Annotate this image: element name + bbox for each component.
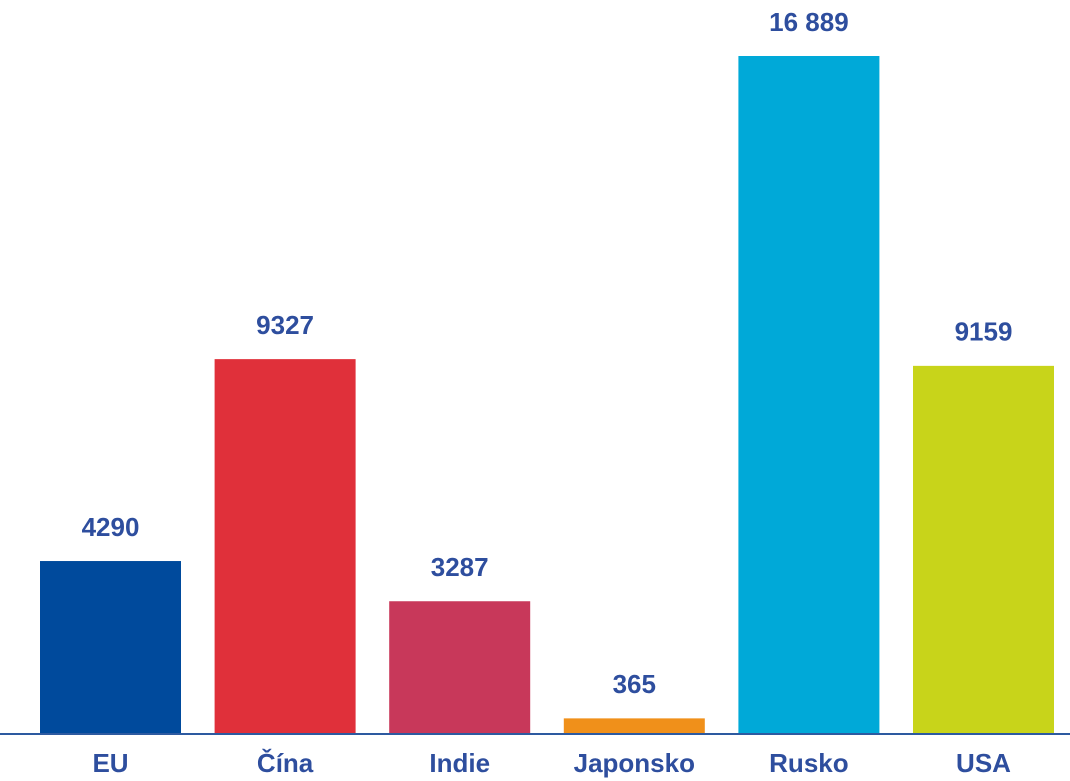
bar bbox=[738, 56, 880, 733]
bar bbox=[913, 365, 1054, 733]
x-tick-label: Japonsko bbox=[574, 748, 695, 778]
x-tick-label: Indie bbox=[429, 748, 490, 778]
x-tick-label: USA bbox=[956, 748, 1011, 778]
x-tick-label: Rusko bbox=[769, 748, 848, 778]
bar bbox=[214, 359, 356, 733]
bar bbox=[389, 601, 531, 733]
value-label: 3287 bbox=[431, 552, 489, 582]
bar bbox=[40, 561, 181, 733]
value-label: 4290 bbox=[82, 512, 140, 542]
value-label: 365 bbox=[613, 669, 656, 699]
value-label: 16 889 bbox=[769, 7, 849, 37]
x-tick-label: Čína bbox=[257, 748, 314, 778]
value-label: 9159 bbox=[955, 317, 1013, 347]
value-label: 9327 bbox=[256, 310, 314, 340]
bar bbox=[563, 718, 705, 733]
x-tick-label: EU bbox=[92, 748, 128, 778]
